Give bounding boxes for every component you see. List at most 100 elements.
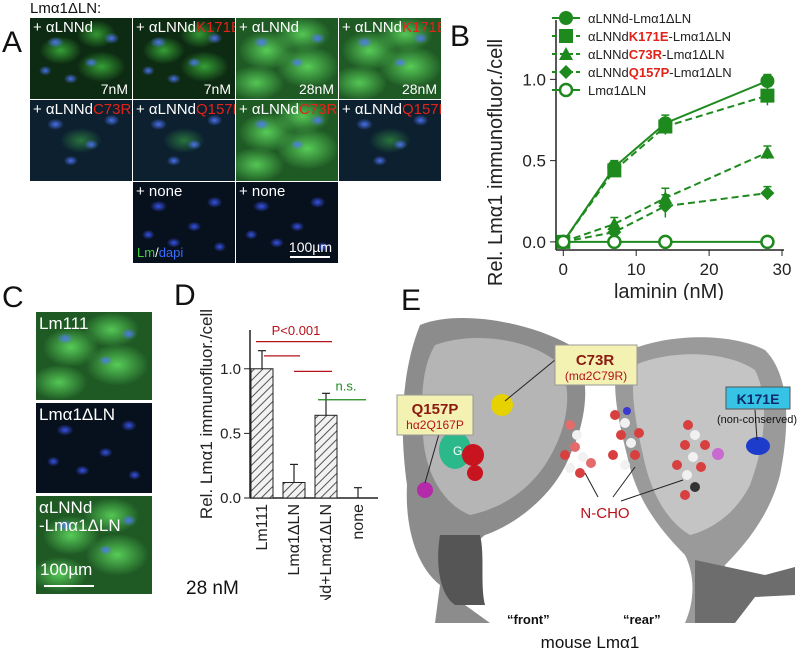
legend-entry: αLNNdK171E-Lmα1ΔLN	[588, 29, 731, 44]
structure-caption: mouse Lmα1	[541, 633, 640, 652]
micrograph-label: + αLNNd	[33, 19, 93, 36]
concentration-label: 28nM	[401, 81, 437, 97]
glycan-chains	[560, 407, 710, 500]
data-point	[559, 29, 573, 43]
g-label: G	[453, 444, 462, 458]
y-tick-label: 0.5	[220, 425, 241, 442]
significance-label: n.s.	[336, 379, 357, 394]
x-tick-label: 0	[559, 260, 568, 279]
micrograph-label: + αLNNdK171E	[136, 19, 235, 36]
data-point	[607, 163, 622, 178]
significance-label: P<0.001	[272, 323, 321, 338]
micrograph-a-2: + αLNNdK171E 7nM	[133, 18, 235, 99]
category-label: Lm111	[254, 504, 271, 551]
micrograph-label: + none	[136, 183, 183, 200]
c73r-sub-label: (mα2C79R)	[565, 369, 627, 383]
panel-letter-d: D	[174, 279, 196, 312]
bar	[250, 368, 274, 499]
c73r-label: C73R	[576, 352, 615, 369]
micrograph-label: + none	[239, 183, 286, 200]
data-point	[558, 82, 574, 98]
micrograph-c-3: αLNNd -Lmα1ΔLN 100µm	[36, 496, 152, 594]
y-tick-label: 0.0	[220, 490, 241, 507]
x-axis-title: laminin (nM)	[614, 281, 724, 300]
data-point	[760, 74, 775, 88]
y-axis-title: Rel. Lmα1 immunofluor./cell	[485, 39, 507, 286]
stain-legend: Lm/dapi	[137, 245, 184, 260]
micrograph-label: + αLNNdQ157P	[136, 101, 235, 118]
micrograph-a-9: + none Lm/dapi	[133, 182, 235, 263]
y-tick-label: 0.5	[522, 152, 546, 171]
front-label: “front”	[507, 612, 550, 627]
micrograph-label: Lmα1ΔLN	[39, 405, 115, 424]
series-1	[556, 73, 775, 249]
data-point	[559, 47, 573, 60]
k171e-sub-label: (non-conserved)	[717, 414, 797, 426]
data-point	[559, 65, 573, 79]
concentration-label: 28nM	[298, 81, 334, 97]
scale-bar-label: 100µm	[288, 239, 332, 255]
q157p-residue	[417, 482, 433, 498]
x-tick-label: 20	[700, 260, 719, 279]
data-point	[760, 234, 775, 250]
x-tick-label: 10	[627, 260, 646, 279]
series-line	[563, 192, 768, 243]
legend-entry: αLNNdQ157P-Lmα1ΔLN	[588, 65, 732, 80]
panel-letter-a: A	[2, 26, 23, 59]
micrograph-c-2: Lmα1ΔLN	[36, 403, 152, 493]
bar	[282, 481, 306, 499]
panel-b-chart: 0 10 20 30 0.0 0.5 1.0 laminin (nM) Rel. Lmα1 im…	[485, 11, 791, 300]
micrograph-label: + αLNNdQ157P	[342, 101, 441, 118]
y-tick-label: 0.0	[522, 233, 546, 252]
micrograph-label: + αLNNdC73R	[33, 101, 132, 118]
micrograph-a-3: + αLNNd 28nM	[236, 18, 338, 99]
micrograph-label: + αLNNdC73R	[239, 101, 338, 118]
scale-bar-label: 100µm	[40, 560, 93, 579]
micrograph-label: αLNNd	[39, 498, 93, 517]
nglyc-label: N-CHO	[580, 505, 629, 522]
panel-e-structure: C73R (mα2C79R) Q157P hα2Q167P K171E (non…	[396, 317, 797, 652]
legend-entry: αLNNd-Lmα1ΔLN	[588, 11, 691, 26]
panel-a-header: Lmα1ΔLN:	[30, 0, 102, 17]
concentration-label: 7nM	[100, 81, 128, 97]
scale-bar	[290, 256, 330, 258]
micrograph-a-6: + αLNNdQ157P	[133, 100, 235, 181]
micrograph-label-line2: -Lmα1ΔLN	[39, 516, 121, 535]
scale-bar	[44, 585, 94, 587]
micrograph-label: Lm111	[39, 314, 89, 333]
data-point	[658, 199, 673, 214]
category-label: αLNNd+Lmα1ΔLN	[318, 504, 335, 600]
red-residue-patch	[462, 444, 484, 466]
y-tick-label: 1.0	[522, 70, 546, 89]
category-label: Lmα1ΔLN	[286, 504, 303, 576]
micrograph-a-1: + αLNNd 7nM	[30, 18, 132, 99]
micrograph-a-4: + αLNNdK171E 28nM	[339, 18, 441, 99]
y-axis-title: Rel. Lmα1 immunofluor./cell	[197, 309, 216, 519]
legend-entry: αLNNdC73R-Lmα1ΔLN	[588, 47, 724, 62]
panel-letter-b: B	[450, 20, 471, 53]
k171e-label: K171E	[737, 391, 780, 407]
data-point	[556, 234, 571, 250]
series-2	[556, 85, 775, 249]
category-label: none	[350, 504, 367, 540]
micrograph-a-10: + none 100µm	[236, 182, 338, 263]
micrograph-a-7: + αLNNdC73R	[236, 100, 338, 181]
panel-d-note: 28 nM	[186, 578, 239, 599]
data-point	[658, 119, 673, 134]
data-point	[760, 186, 775, 201]
bar	[314, 414, 338, 499]
micrograph-label: + αLNNdK171E	[342, 19, 441, 36]
q157p-sub-label: hα2Q167P	[406, 418, 464, 432]
rear-label: “rear”	[623, 612, 661, 627]
micrograph-label: + αLNNd	[239, 19, 299, 36]
y-tick-label: 1.0	[220, 361, 241, 378]
k171e-residue	[746, 437, 770, 455]
front-molecule-surface	[402, 317, 586, 623]
rear-molecule-surface	[615, 337, 795, 623]
series-line	[562, 94, 768, 243]
panel-letter-c: C	[2, 281, 24, 314]
panel-letter-e: E	[401, 284, 422, 317]
micrograph-a-8: + αLNNdQ157P	[339, 100, 441, 181]
data-point	[559, 11, 573, 25]
